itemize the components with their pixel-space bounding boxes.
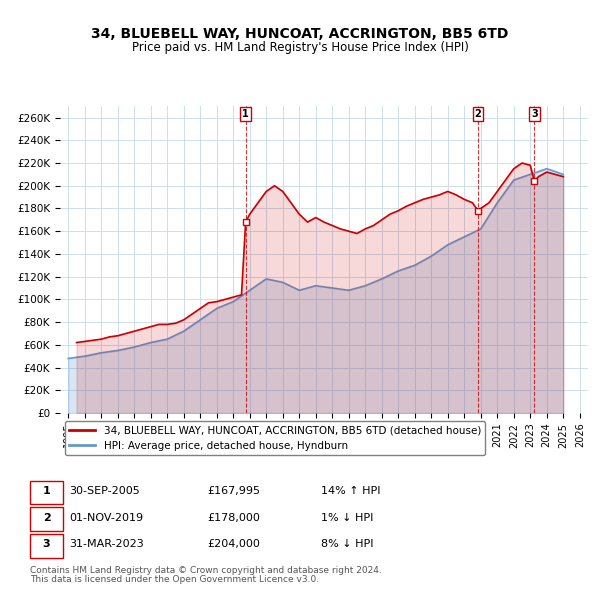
Text: 34, BLUEBELL WAY, HUNCOAT, ACCRINGTON, BB5 6TD: 34, BLUEBELL WAY, HUNCOAT, ACCRINGTON, B… xyxy=(91,27,509,41)
Text: 1% ↓ HPI: 1% ↓ HPI xyxy=(321,513,373,523)
Text: £204,000: £204,000 xyxy=(207,539,260,549)
Text: Contains HM Land Registry data © Crown copyright and database right 2024.: Contains HM Land Registry data © Crown c… xyxy=(30,566,382,575)
Text: 1: 1 xyxy=(43,486,50,496)
Text: 31-MAR-2023: 31-MAR-2023 xyxy=(69,539,144,549)
Text: 3: 3 xyxy=(43,539,50,549)
Text: 14% ↑ HPI: 14% ↑ HPI xyxy=(321,486,380,496)
Text: £167,995: £167,995 xyxy=(207,486,260,496)
Text: 2: 2 xyxy=(43,513,50,523)
Text: 01-NOV-2019: 01-NOV-2019 xyxy=(69,513,143,523)
Text: £178,000: £178,000 xyxy=(207,513,260,523)
Text: 2: 2 xyxy=(475,109,481,119)
Legend: 34, BLUEBELL WAY, HUNCOAT, ACCRINGTON, BB5 6TD (detached house), HPI: Average pr: 34, BLUEBELL WAY, HUNCOAT, ACCRINGTON, B… xyxy=(65,421,485,455)
Text: Price paid vs. HM Land Registry's House Price Index (HPI): Price paid vs. HM Land Registry's House … xyxy=(131,41,469,54)
Text: 30-SEP-2005: 30-SEP-2005 xyxy=(69,486,140,496)
Text: 3: 3 xyxy=(531,109,538,119)
Text: This data is licensed under the Open Government Licence v3.0.: This data is licensed under the Open Gov… xyxy=(30,575,319,584)
Text: 1: 1 xyxy=(242,109,249,119)
Text: 8% ↓ HPI: 8% ↓ HPI xyxy=(321,539,373,549)
